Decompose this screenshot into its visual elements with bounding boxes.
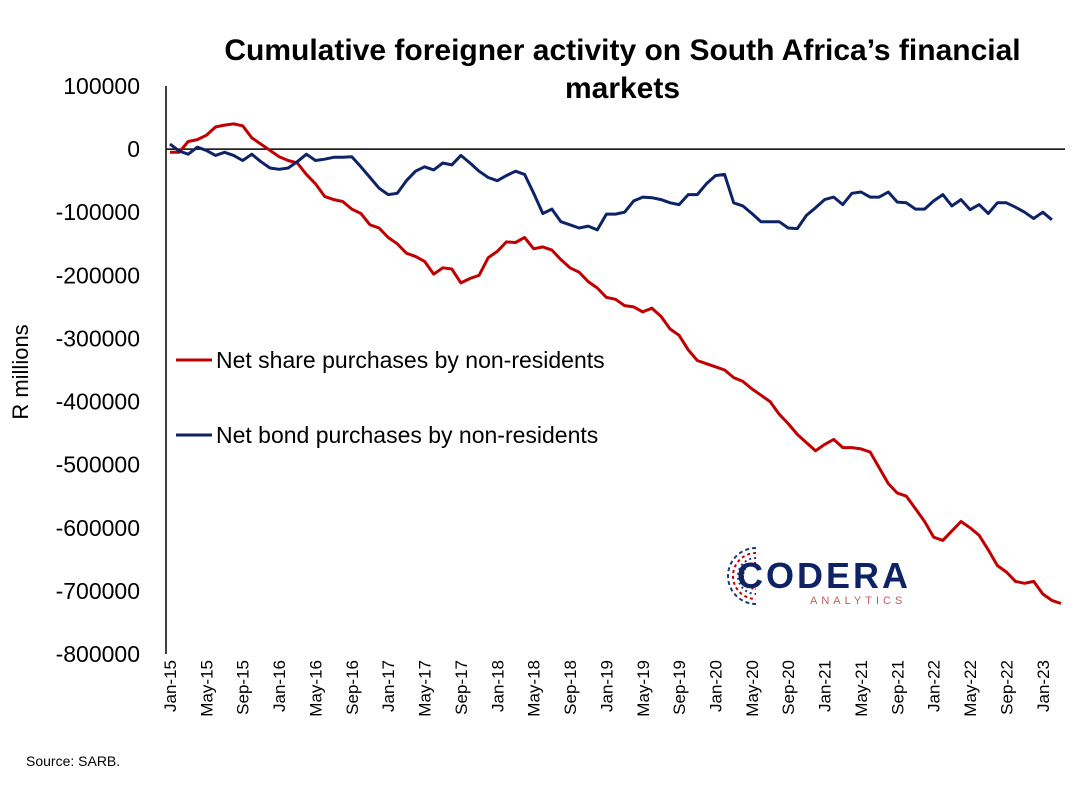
x-tick-label: Jan-16: [270, 660, 289, 712]
x-tick-label: Jan-19: [597, 660, 616, 712]
logo-wordmark: CODERA: [737, 555, 911, 596]
x-tick-label: Jan-15: [161, 660, 180, 712]
x-tick-label: Sep-17: [452, 660, 471, 715]
x-tick-label: May-17: [416, 660, 435, 717]
x-tick-label: Jan-23: [1034, 660, 1053, 712]
x-axis-ticks: Jan-15 May-15 Sep-15 Jan-16 May-16 Sep-16 Jan-…: [161, 660, 1053, 717]
x-tick-label: Jan-21: [816, 660, 835, 712]
x-tick-label: May-20: [743, 660, 762, 717]
x-tick-label: Sep-15: [234, 660, 253, 715]
x-tick-label: Sep-18: [561, 660, 580, 715]
y-tick-label: -600000: [56, 515, 140, 541]
legend-label-shares: Net share purchases by non-residents: [216, 347, 605, 373]
source-note: Source: SARB.: [26, 753, 121, 769]
logo-tagline: ANALYTICS: [810, 595, 906, 607]
x-tick-label: Sep-21: [888, 660, 907, 715]
legend: Net share purchases by non-residents Net…: [176, 347, 605, 448]
x-tick-label: Sep-20: [779, 660, 798, 715]
y-tick-label: -800000: [56, 641, 140, 667]
series-line-bonds: [169, 142, 1053, 232]
codera-logo: CODERA ANALYTICS: [727, 547, 911, 607]
x-tick-label: Jan-18: [488, 660, 507, 712]
y-tick-label: -700000: [56, 578, 140, 604]
y-axis-label: R millions: [8, 324, 33, 419]
x-tick-label: May-19: [634, 660, 653, 717]
logo-mark-icon: [727, 547, 757, 605]
x-tick-label: May-15: [197, 660, 216, 717]
y-tick-label: -200000: [56, 262, 140, 288]
y-tick-label: -100000: [56, 199, 140, 225]
y-tick-label: 0: [127, 136, 140, 162]
x-tick-label: Sep-22: [997, 660, 1016, 715]
y-tick-label: 100000: [63, 73, 140, 99]
x-tick-label: Sep-16: [343, 660, 362, 715]
series-line-shares: [170, 122, 1062, 605]
y-axis-ticks: 100000 0 -100000 -200000 -300000 -400000 -5000…: [56, 73, 140, 667]
legend-label-bonds: Net bond purchases by non-residents: [216, 422, 598, 448]
series-lines: [169, 122, 1062, 605]
x-tick-label: Jan-17: [379, 660, 398, 712]
x-tick-label: Jan-20: [707, 660, 726, 712]
y-tick-label: -500000: [56, 452, 140, 478]
x-tick-label: Sep-19: [670, 660, 689, 715]
x-tick-label: May-21: [852, 660, 871, 717]
y-tick-label: -400000: [56, 389, 140, 415]
x-tick-label: Jan-22: [925, 660, 944, 712]
x-tick-label: May-18: [525, 660, 544, 717]
chart-title: Cumulative foreigner activity on South A…: [224, 34, 1021, 105]
y-tick-label: -300000: [56, 325, 140, 351]
x-tick-label: May-22: [961, 660, 980, 717]
x-tick-label: May-16: [306, 660, 325, 717]
